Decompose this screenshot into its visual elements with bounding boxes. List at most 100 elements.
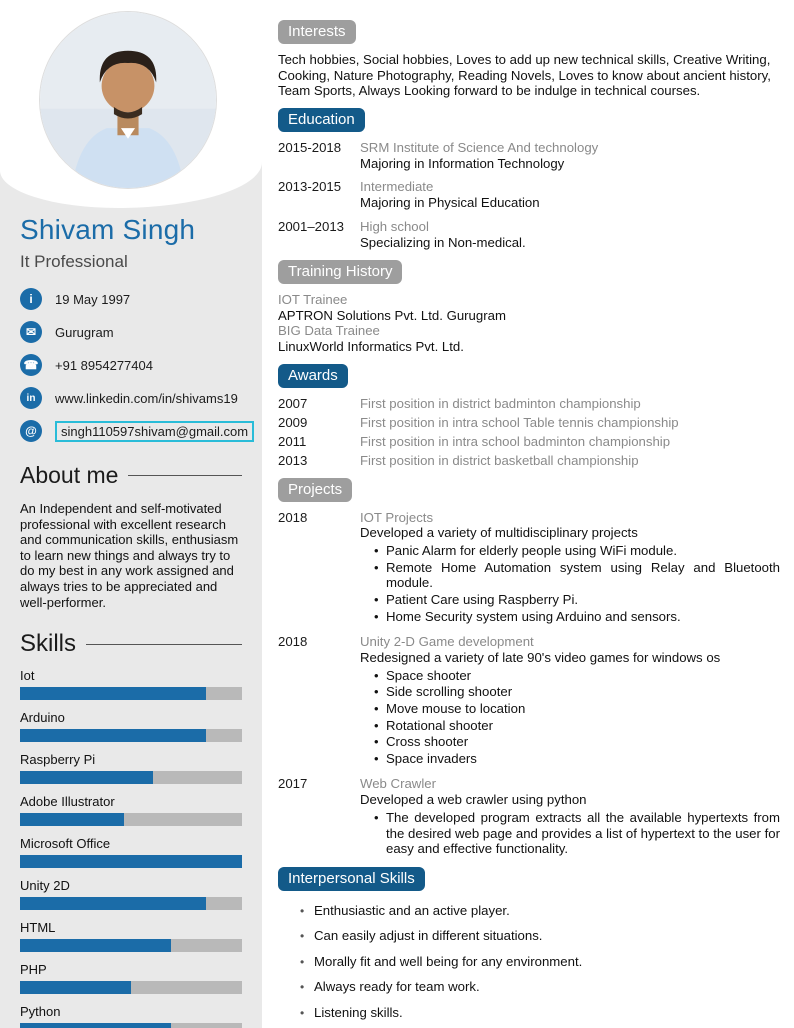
contact-row-email: @ singh110597shivam@gmail.com (20, 420, 255, 442)
skill-label: HTML (20, 920, 56, 936)
project-bullets: • The developed program extracts all the … (360, 810, 780, 857)
linkedin-link[interactable]: www.linkedin.com/in/shivams19 (55, 390, 238, 406)
education-entry: 2001–2013 High school Specializing in No… (278, 219, 780, 251)
skill-item: Python (20, 1004, 242, 1028)
bullet-icon: • (300, 980, 305, 995)
section-awards: Awards 2007 First position in district b… (278, 364, 780, 468)
skill-item: HTML (20, 920, 242, 953)
project-bullets: • Space shooter • Side scrolling shooter •… (360, 668, 780, 766)
contact-row-birthdate: i 19 May 1997 (20, 288, 242, 310)
award-entry: 2013 First position in district basketba… (278, 453, 780, 469)
interpersonal-list: • Enthusiastic and an active player. • Can… (300, 903, 780, 1028)
interpersonal-item: • Enthusiastic and an active player. (300, 903, 780, 918)
education-detail: Majoring in Physical Education (360, 195, 540, 211)
bullet-icon: • (300, 954, 305, 969)
about-me-heading: About me (20, 462, 242, 489)
interpersonal-text: Always ready for team work. (314, 979, 480, 995)
profile-photo-image (40, 12, 216, 188)
interpersonal-item: • Can easily adjust in different situatio… (300, 928, 780, 943)
skill-item: Raspberry Pi (20, 752, 242, 785)
skill-item: Iot (20, 668, 242, 701)
info-icon: i (20, 288, 42, 310)
project-bullet: • The developed program extracts all the … (374, 810, 780, 857)
project-title: Web Crawler (360, 776, 436, 792)
contact-row-location: ✉ Gurugram (20, 321, 242, 343)
phone-text: +91 8954277404 (55, 357, 153, 373)
project-bullets: • Panic Alarm for elderly people using Wi… (360, 543, 780, 624)
bullet-icon: • (374, 591, 379, 607)
bullet-text: Move mouse to location (386, 700, 526, 716)
project-bullet: • Home Security system using Arduino and … (374, 609, 780, 625)
skill-item: Microsoft Office (20, 836, 242, 869)
bullet-text: Space shooter (386, 667, 472, 683)
skill-bar (20, 771, 242, 785)
bullet-text: The developed program extracts all the a… (386, 809, 780, 857)
main-column: Interests Tech hobbies, Social hobbies, … (262, 0, 794, 1028)
skills-list: Iot Arduino Raspberry Pi Adobe Illustrat… (20, 668, 242, 1028)
skill-label: PHP (20, 962, 47, 978)
bullet-icon: • (374, 700, 379, 716)
award-entry: 2007 First position in district badminto… (278, 396, 780, 412)
bullet-icon: • (374, 809, 379, 825)
bullet-text: Remote Home Automation system using Rela… (386, 559, 780, 591)
award-year: 2013 (278, 452, 308, 468)
awards-badge: Awards (278, 364, 348, 389)
training-role: IOT Trainee (278, 291, 348, 307)
bullet-text: Home Security system using Arduino and s… (386, 608, 681, 624)
skill-bar (20, 687, 242, 701)
skills-title: Skills (20, 630, 77, 658)
award-entry: 2009 First position in intra school Tabl… (278, 415, 780, 431)
skill-item: PHP (20, 962, 242, 995)
bullet-icon: • (374, 717, 379, 733)
training-role: BIG Data Trainee (278, 323, 380, 339)
skill-label: Adobe Illustrator (20, 794, 115, 810)
training-entry: IOT Trainee APTRON Solutions Pvt. Ltd. G… (278, 292, 780, 324)
interests-text: Tech hobbies, Social hobbies, Loves to a… (278, 52, 771, 99)
person-title: It Professional (20, 252, 128, 271)
bullet-icon: • (374, 608, 379, 624)
training-entry: BIG Data Trainee LinuxWorld Informatics … (278, 323, 780, 355)
skill-bar-fill (20, 897, 207, 911)
project-bullet: • Side scrolling shooter (374, 684, 780, 700)
skill-bar (20, 729, 242, 743)
bullet-text: Panic Alarm for elderly people using WiF… (386, 543, 677, 559)
education-entry: 2015-2018 SRM Institute of Science And t… (278, 140, 780, 172)
project-entry: 2017 Web Crawler Developed a web crawler… (278, 776, 780, 857)
training-badge: Training History (278, 259, 403, 284)
project-bullet: • Panic Alarm for elderly people using Wi… (374, 543, 780, 559)
education-detail: Specializing in Non-medical. (360, 234, 526, 250)
person-name: Shivam Singh (20, 214, 196, 245)
bullet-text: Patient Care using Raspberry Pi. (386, 591, 579, 607)
about-me-title: About me (20, 462, 119, 488)
location-text: Gurugram (55, 324, 114, 340)
skill-bar-fill (20, 687, 207, 701)
interpersonal-text: Enthusiastic and an active player. (314, 902, 510, 918)
contact-list: i 19 May 1997 ✉ Gurugram ☎ +91 895427740… (20, 288, 255, 442)
skill-bar-fill (20, 813, 125, 827)
skills-heading: Skills (20, 630, 242, 658)
bullet-icon: • (374, 734, 379, 750)
skill-label: Iot (20, 668, 35, 684)
education-school: High school (360, 219, 429, 235)
project-bullet: • Move mouse to location (374, 701, 780, 717)
skill-item: Unity 2D (20, 878, 242, 911)
bullet-text: Cross shooter (386, 734, 469, 750)
project-bullet: • Cross shooter (374, 734, 780, 750)
education-school: SRM Institute of Science And technology (360, 139, 599, 155)
project-subtitle: Developed a variety of multidisciplinary… (360, 525, 638, 541)
education-badge: Education (278, 107, 365, 132)
contact-row-phone: ☎ +91 8954277404 (20, 354, 242, 376)
skill-bar (20, 939, 242, 953)
about-me-divider (128, 475, 242, 476)
profile-photo (40, 12, 216, 188)
email-link[interactable]: singh110597shivam@gmail.com (55, 420, 255, 442)
skill-bar (20, 981, 242, 995)
interpersonal-item: • Always ready for team work. (300, 979, 780, 994)
bullet-icon: • (374, 750, 379, 766)
sidebar-header-curve (0, 0, 262, 208)
project-bullet: • Patient Care using Raspberry Pi. (374, 592, 780, 608)
skill-label: Arduino (20, 710, 65, 726)
sidebar: Shivam Singh It Professional i 19 May 19… (0, 0, 262, 1028)
award-year: 2007 (278, 396, 308, 412)
section-interpersonal: Interpersonal Skills • Enthusiastic and a… (278, 866, 780, 1028)
